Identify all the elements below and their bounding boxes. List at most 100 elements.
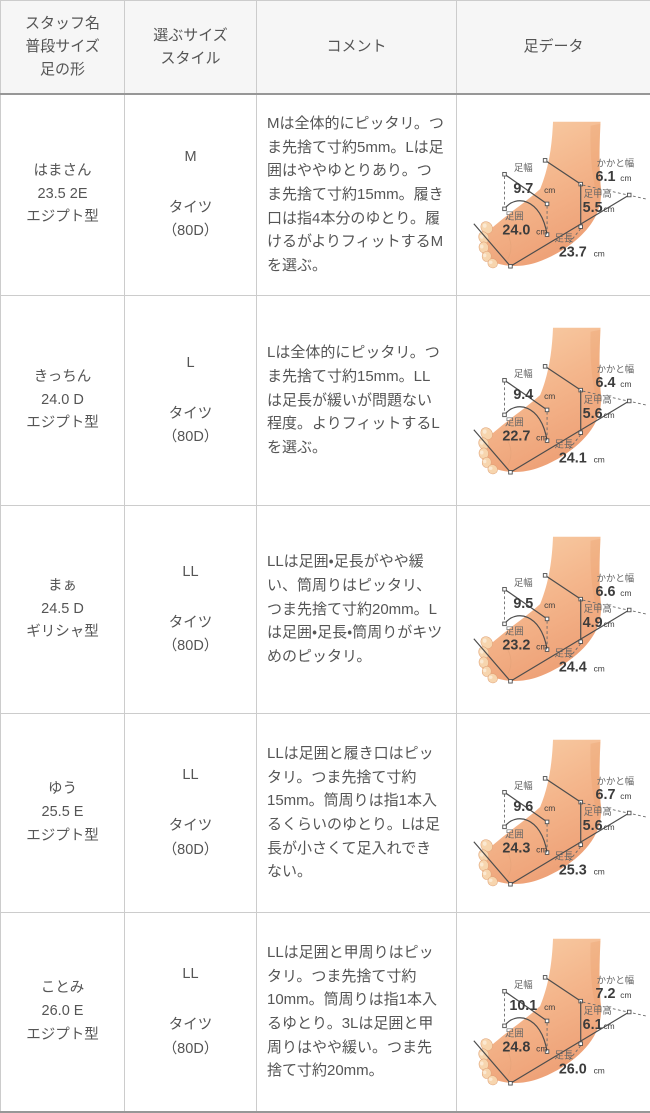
girth-label: 足囲	[505, 416, 524, 427]
staff-name: ことみ	[3, 977, 122, 1000]
chosen-style: タイツ	[127, 197, 254, 220]
width-value: 9.7	[513, 181, 533, 197]
girth-label: 足囲	[505, 1028, 524, 1039]
choice-cell: LL タイツ （80D）	[125, 913, 257, 1113]
width-label: 足幅	[513, 368, 532, 379]
girth-unit: cm	[536, 226, 547, 236]
heel-width-value: 6.1	[595, 169, 615, 185]
length-unit: cm	[593, 663, 604, 673]
chosen-size: M	[127, 146, 254, 169]
staff-cell: まぁ 24.5 D ギリシャ型	[1, 506, 125, 714]
header-choice-column: 選ぶサイズ スタイル	[125, 1, 257, 94]
instep-height-label: 足甲高	[583, 806, 611, 817]
length-value: 25.3	[558, 862, 586, 878]
chosen-size: LL	[127, 764, 254, 787]
comment-cell: LLは足囲と甲周りはピッタリ。つま先捨て寸約10mm。筒周りは指1本入るゆとり。…	[257, 913, 457, 1113]
girth-unit: cm	[536, 432, 547, 442]
foot-measurement-diagram: 足幅 10.1 cm 足囲 24.8 cm かかと幅	[458, 915, 650, 1109]
width-label: 足幅	[513, 780, 532, 791]
heel-width-unit: cm	[620, 379, 631, 389]
staff-foot-shape: エジプト型	[3, 1024, 122, 1047]
heel-width-label: かかと幅	[596, 974, 634, 985]
width-value: 9.5	[513, 596, 533, 612]
staff-usual-size: 24.5 D	[3, 598, 122, 621]
table-header: スタッフ名 普段サイズ 足の形 選ぶサイズ スタイル コメント 足データ	[1, 1, 650, 94]
width-value: 10.1	[509, 998, 537, 1014]
chosen-style: タイツ	[127, 815, 254, 838]
comment-text: LLは足囲と履き口はピッタリ。つま先捨て寸約15mm。筒周りは指1本入るくらいの…	[267, 745, 440, 880]
choice-cell: M タイツ （80D）	[125, 94, 257, 296]
chosen-style: タイツ	[127, 403, 254, 426]
comment-text: Lは全体的にピッタリ。つま先捨て寸約15mm。LLは足長が緩いが問題ない程度。よ…	[267, 344, 440, 456]
instep-height-value: 5.6	[582, 405, 602, 421]
width-unit: cm	[544, 600, 555, 610]
foot-data-cell: 足幅 10.1 cm 足囲 24.8 cm かかと幅	[457, 913, 650, 1113]
foot-data-cell: 足幅 9.4 cm 足囲 22.7 cm かかと幅	[457, 296, 650, 506]
foot-measurement-diagram: 足幅 9.7 cm 足囲 24.0 cm かかと幅	[458, 98, 650, 292]
table-row: きっちん 24.0 D エジプト型 L タイツ （80D） Lは全体的にピッタリ…	[1, 296, 650, 506]
chosen-denier: （80D）	[127, 220, 254, 243]
foot-data-cell: 足幅 9.7 cm 足囲 24.0 cm かかと幅	[457, 94, 650, 296]
comment-text: LLは足囲・足長がやや緩い、筒周りはピッタリ、つま先捨て寸約20mm。Lは足囲・…	[267, 553, 442, 665]
staff-cell: ことみ 26.0 E エジプト型	[1, 913, 125, 1113]
heel-width-value: 6.4	[595, 375, 615, 391]
header-staff-column: スタッフ名 普段サイズ 足の形	[1, 1, 125, 94]
header-line: スタッフ名	[3, 12, 122, 35]
length-label: 足長	[554, 1050, 573, 1061]
choice-cell: LL タイツ （80D）	[125, 714, 257, 913]
header-line: スタイル	[127, 47, 254, 70]
table-row: はまさん 23.5 2E エジプト型 M タイツ （80D） Mは全体的にピッタ…	[1, 94, 650, 296]
girth-value: 23.2	[502, 637, 530, 653]
foot-data-cell: 足幅 9.6 cm 足囲 24.3 cm かかと幅	[457, 714, 650, 913]
width-unit: cm	[544, 391, 555, 401]
length-label: 足長	[554, 851, 573, 862]
width-label: 足幅	[513, 979, 532, 990]
foot-measurement-diagram: 足幅 9.5 cm 足囲 23.2 cm かかと幅	[458, 513, 650, 707]
chosen-denier: （80D）	[127, 426, 254, 449]
length-value: 24.4	[558, 659, 586, 675]
width-unit: cm	[544, 1002, 555, 1012]
instep-height-value: 4.9	[582, 614, 602, 630]
staff-name: はまさん	[3, 160, 122, 183]
heel-width-unit: cm	[620, 173, 631, 183]
staff-cell: きっちん 24.0 D エジプト型	[1, 296, 125, 506]
girth-value: 24.8	[502, 1040, 530, 1056]
width-value: 9.4	[513, 387, 533, 403]
staff-usual-size: 26.0 E	[3, 1000, 122, 1023]
header-row: スタッフ名 普段サイズ 足の形 選ぶサイズ スタイル コメント 足データ	[1, 1, 650, 94]
table-row: ことみ 26.0 E エジプト型 LL タイツ （80D） LLは足囲と甲周りは…	[1, 913, 650, 1113]
length-label: 足長	[554, 438, 573, 449]
width-value: 9.6	[513, 799, 533, 815]
staff-cell: はまさん 23.5 2E エジプト型	[1, 94, 125, 296]
length-value: 26.0	[558, 1061, 586, 1077]
comment-text: Mは全体的にピッタリ。つま先捨て寸約5mm。Lは足囲はややゆとりあり。つま先捨て…	[267, 115, 444, 274]
girth-unit: cm	[536, 1044, 547, 1054]
length-unit: cm	[593, 866, 604, 876]
comment-cell: Mは全体的にピッタリ。つま先捨て寸約5mm。Lは足囲はややゆとりあり。つま先捨て…	[257, 94, 457, 296]
instep-height-label: 足甲高	[583, 393, 611, 404]
length-value: 24.1	[558, 450, 586, 466]
staff-usual-size: 24.0 D	[3, 389, 122, 412]
instep-height-label: 足甲高	[583, 1005, 611, 1016]
heel-width-value: 7.2	[595, 986, 615, 1002]
comment-cell: LLは足囲・足長がやや緩い、筒周りはピッタリ、つま先捨て寸約20mm。Lは足囲・…	[257, 506, 457, 714]
width-label: 足幅	[513, 577, 532, 588]
length-unit: cm	[593, 454, 604, 464]
foot-measurement-diagram: 足幅 9.4 cm 足囲 22.7 cm かかと幅	[458, 304, 650, 498]
width-unit: cm	[544, 803, 555, 813]
length-unit: cm	[593, 248, 604, 258]
length-value: 23.7	[558, 244, 586, 260]
choice-cell: LL タイツ （80D）	[125, 506, 257, 714]
chosen-size: LL	[127, 561, 254, 584]
foot-data-cell: 足幅 9.5 cm 足囲 23.2 cm かかと幅	[457, 506, 650, 714]
heel-width-label: かかと幅	[596, 572, 634, 583]
width-label: 足幅	[513, 162, 532, 173]
chosen-denier: （80D）	[127, 839, 254, 862]
chosen-denier: （80D）	[127, 1038, 254, 1061]
heel-width-unit: cm	[620, 990, 631, 1000]
length-unit: cm	[593, 1065, 604, 1075]
length-label: 足長	[554, 232, 573, 243]
girth-unit: cm	[536, 641, 547, 651]
chosen-style: タイツ	[127, 1014, 254, 1037]
